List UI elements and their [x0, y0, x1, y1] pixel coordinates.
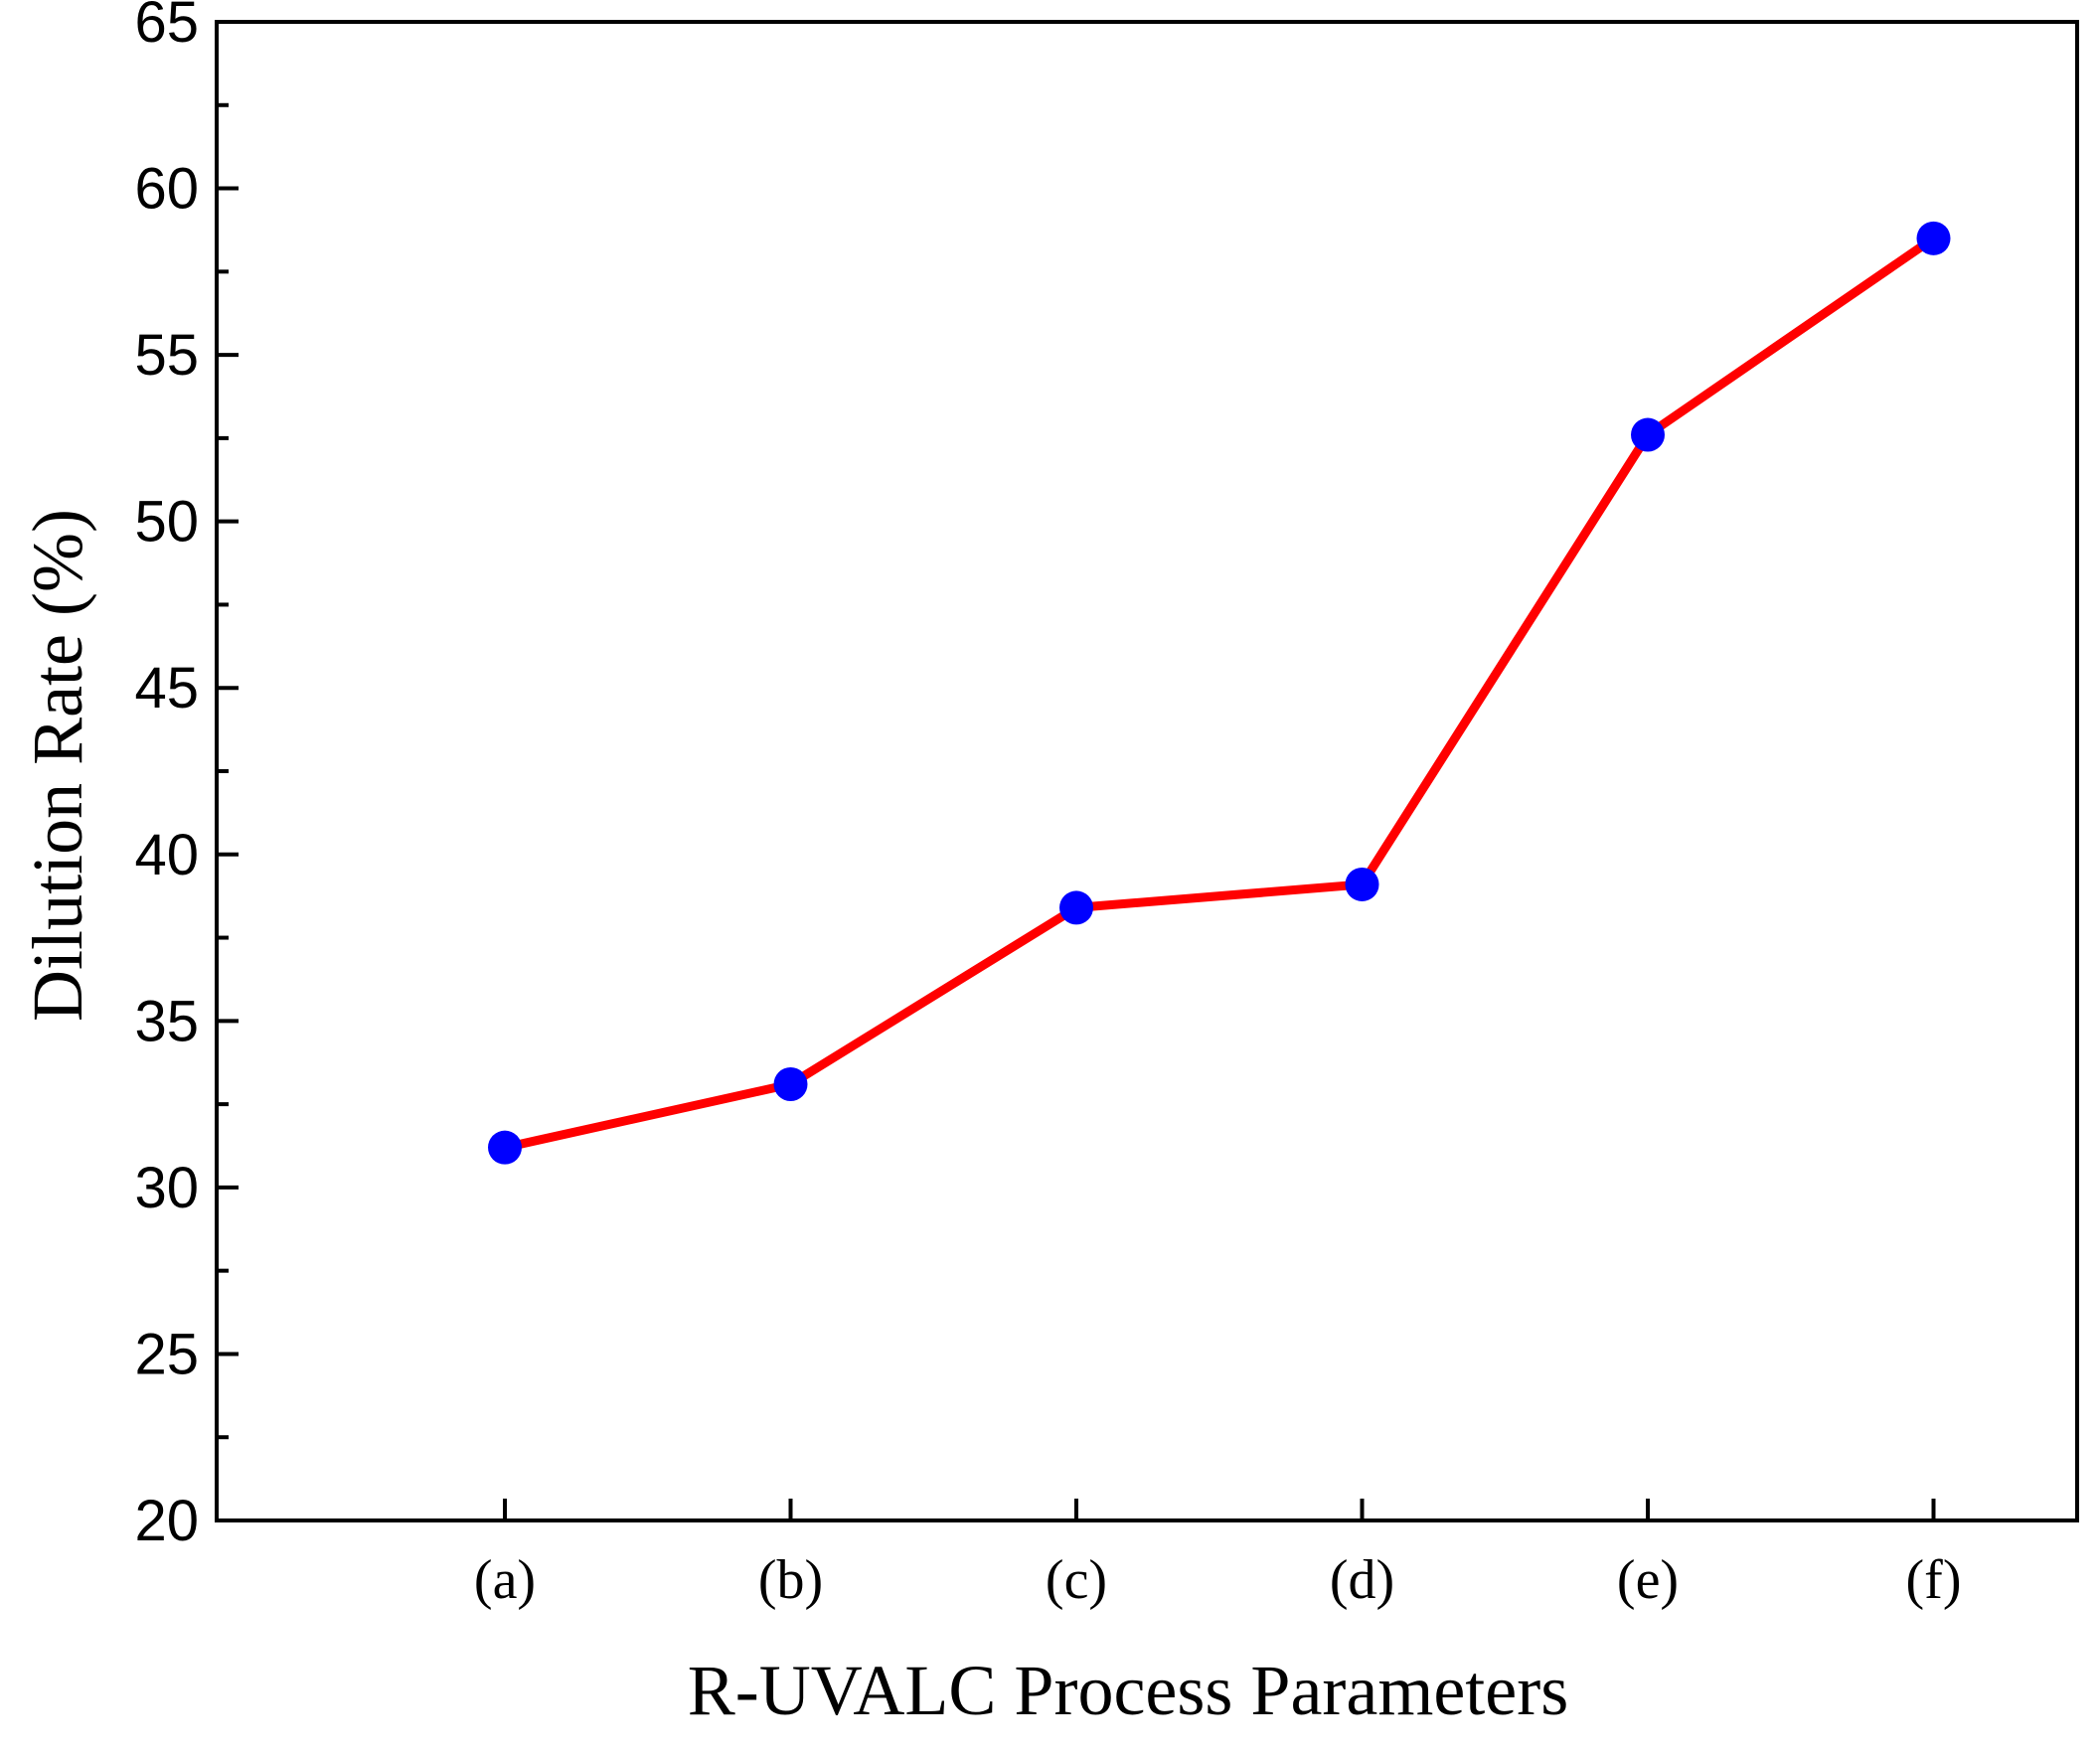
y-tick-label: 60 — [134, 157, 199, 222]
data-point — [1916, 221, 1951, 255]
data-point — [773, 1067, 808, 1102]
y-tick-label: 50 — [134, 490, 199, 555]
data-point — [1059, 890, 1093, 925]
y-axis: 20 25 30 35 40 45 50 55 60 65 — [134, 0, 239, 1553]
y-tick-label: 35 — [134, 989, 199, 1053]
y-tick-label: 45 — [134, 656, 199, 720]
plot-frame-layer — [215, 20, 2079, 1522]
x-tick-label: (d) — [1330, 1549, 1394, 1611]
data-point — [1345, 867, 1379, 901]
series-dilution-rate — [488, 221, 1951, 1165]
y-tick-label: 40 — [134, 823, 199, 887]
x-tick-label: (e) — [1617, 1549, 1679, 1611]
y-tick-label: 30 — [134, 1156, 199, 1220]
y-tick-label: 55 — [134, 323, 199, 388]
y-tick-label: 20 — [134, 1489, 199, 1553]
x-axis: (a) (b) (c) (d) (e) (f) — [474, 1499, 1962, 1611]
plot-frame — [215, 20, 2079, 1522]
data-point — [488, 1130, 522, 1165]
x-tick-label: (c) — [1046, 1549, 1107, 1611]
x-tick-label: (a) — [474, 1549, 536, 1611]
y-axis-title: Dilution Rate (%) — [18, 509, 97, 1022]
x-tick-label: (f) — [1906, 1549, 1962, 1611]
y-tick-label: 65 — [134, 0, 199, 55]
data-point — [1631, 417, 1665, 452]
x-axis-title: R-UVALC Process Parameters — [688, 1651, 1569, 1730]
x-tick-label: (b) — [758, 1549, 823, 1611]
series-line — [500, 234, 1938, 1153]
y-tick-label: 25 — [134, 1322, 199, 1386]
